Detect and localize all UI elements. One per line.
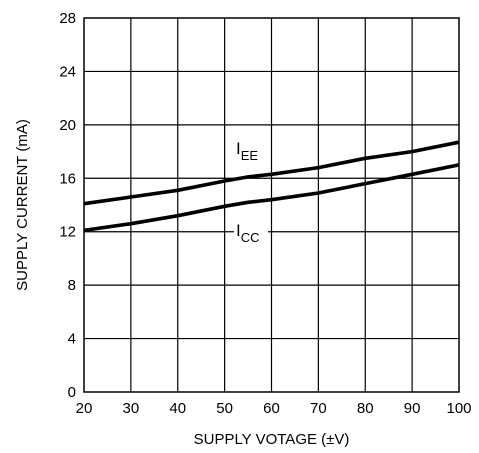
y-tick-label: 28 xyxy=(59,10,76,27)
x-tick-label: 30 xyxy=(123,400,140,417)
series-label-subscript: EE xyxy=(241,148,259,163)
tick-labels: 20 30 40 50 60 70 80 90 100 0 4 8 12 16 20 24 28 xyxy=(59,10,471,417)
series-label-icc: ICC xyxy=(236,221,260,245)
series-label-bg xyxy=(234,138,268,160)
y-tick-label: 24 xyxy=(59,63,76,80)
series-label-subscript: CC xyxy=(241,230,260,245)
x-tick-label: 50 xyxy=(216,400,233,417)
x-tick-label: 60 xyxy=(263,400,280,417)
series-label-main: I xyxy=(236,139,241,158)
x-tick-label: 70 xyxy=(310,400,327,417)
y-tick-label: 4 xyxy=(68,331,76,348)
grid-layer xyxy=(84,18,459,392)
x-tick-label: 100 xyxy=(446,400,471,417)
y-tick-label: 16 xyxy=(59,170,76,187)
plot-frame xyxy=(83,17,460,393)
series-line-icc xyxy=(83,163,460,233)
series-label-main: I xyxy=(236,221,241,240)
x-tick-label: 20 xyxy=(76,400,93,417)
x-tick-label: 40 xyxy=(169,400,186,417)
series-label-bg xyxy=(234,220,268,242)
y-tick-label: 12 xyxy=(59,224,76,241)
y-tick-label: 20 xyxy=(59,117,76,134)
x-tick-label: 90 xyxy=(404,400,421,417)
series-label-iee: IEE xyxy=(236,139,258,163)
x-axis-title: SUPPLY VOTAGE (±V) xyxy=(194,431,350,448)
y-tick-label: 0 xyxy=(68,384,76,401)
y-tick-label: 8 xyxy=(68,277,76,294)
series-line-iee xyxy=(83,140,460,206)
x-tick-label: 80 xyxy=(357,400,374,417)
y-axis-title: SUPPLY CURRENT (mA) xyxy=(14,119,31,291)
